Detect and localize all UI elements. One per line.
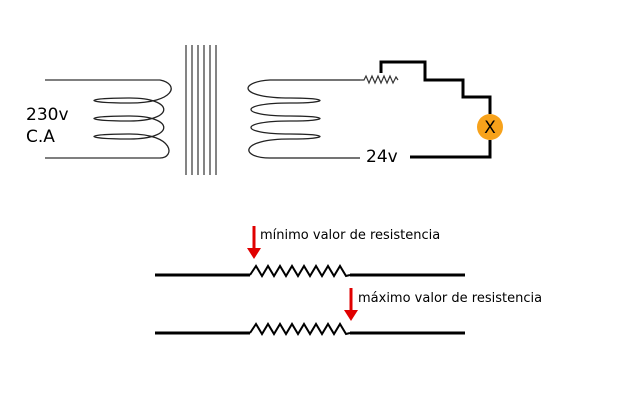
primary-type-label: C.A [26, 127, 55, 147]
max-arrow-icon [344, 288, 358, 321]
lamp-symbol: X [484, 118, 496, 138]
min-arrow-icon [247, 226, 261, 259]
rheostat-max: máximo valor de resistencia [155, 288, 542, 336]
rheostat-min: mínimo valor de resistencia [155, 226, 465, 278]
transformer-core [185, 45, 217, 175]
primary-voltage-label: 230v [26, 105, 69, 125]
circuit-rheostat [360, 60, 492, 114]
primary-winding: 230v C.A [26, 79, 172, 159]
lamp-bulb [477, 114, 503, 140]
secondary-winding: 24v [247, 79, 398, 167]
max-resistance-label: máximo valor de resistencia [358, 291, 542, 306]
min-resistance-label: mínimo valor de resistencia [260, 228, 440, 243]
lamp: X [410, 114, 503, 159]
secondary-voltage-label: 24v [366, 147, 398, 167]
